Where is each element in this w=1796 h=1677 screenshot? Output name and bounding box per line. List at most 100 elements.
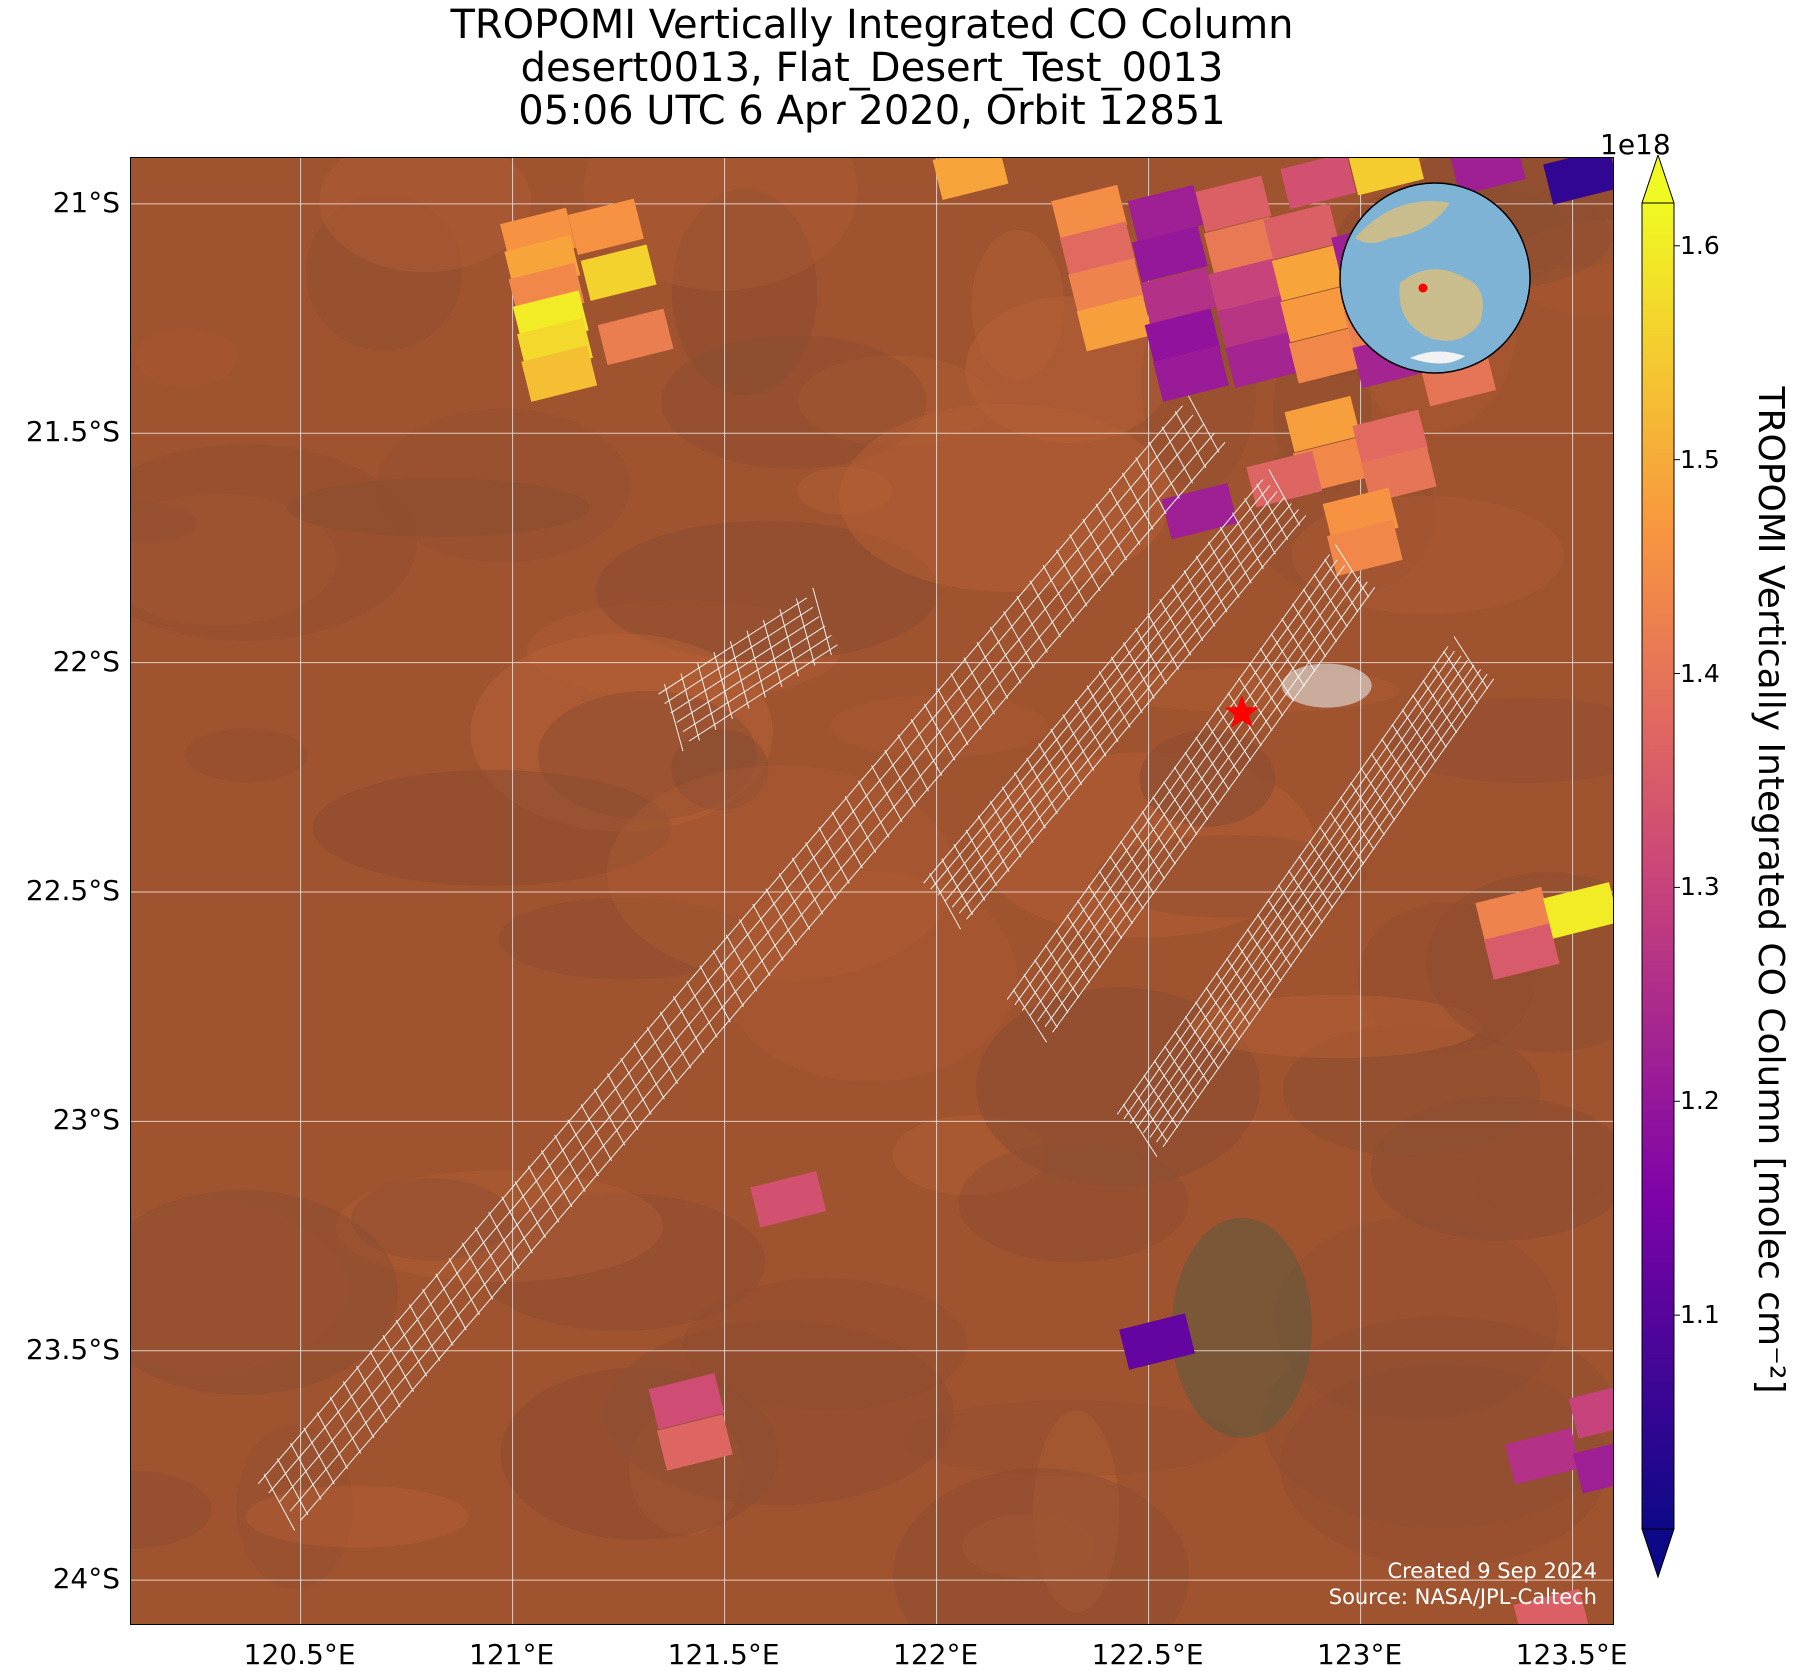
swath-line	[941, 858, 974, 915]
footprint-swath	[257, 395, 1226, 1531]
swath-line	[688, 644, 838, 742]
co-pixel	[567, 198, 644, 256]
swath-line	[965, 829, 998, 887]
co-pixel	[1140, 267, 1217, 324]
co-pixel	[1131, 226, 1208, 283]
swath-line	[567, 1119, 599, 1177]
swath-line	[1136, 660, 1468, 1129]
swath-line	[682, 635, 832, 733]
swath-line	[607, 1073, 639, 1131]
swath-line	[1012, 989, 1047, 1043]
terrain-patch	[312, 769, 672, 886]
co-pixel	[1263, 203, 1340, 260]
swath-line	[268, 414, 1194, 1494]
swath-line	[541, 1150, 573, 1208]
terrain-patch	[1507, 220, 1613, 317]
terrain-patch	[286, 478, 591, 537]
swath-line	[1183, 570, 1216, 627]
swath-line	[676, 625, 826, 723]
co-pixel	[657, 1414, 733, 1471]
terrain-patch	[671, 188, 818, 396]
swath-line	[1422, 680, 1458, 733]
co-pixel	[1348, 158, 1424, 196]
lat-tick-label: 22°S	[52, 644, 120, 678]
swath-line	[831, 811, 863, 869]
swath-line	[1171, 584, 1204, 642]
swath-line	[1163, 781, 1198, 835]
swath-line	[977, 815, 1010, 872]
terrain-patch	[900, 1400, 1239, 1477]
co-pixels	[500, 158, 1613, 1624]
swath-line	[276, 1458, 309, 1516]
co-pixel	[648, 1372, 725, 1430]
co-pixel	[1513, 1588, 1590, 1624]
swath-line	[1148, 441, 1180, 499]
swath-line	[1135, 457, 1167, 515]
swath-line	[1249, 662, 1284, 717]
swath-line	[1120, 840, 1155, 895]
swath-line	[1292, 603, 1327, 657]
swath-line	[976, 642, 1009, 699]
lake-basin	[1171, 1217, 1312, 1438]
swath-line	[1259, 648, 1294, 702]
footprint-swath	[658, 587, 838, 752]
swath-line	[923, 479, 1264, 884]
swath-line	[257, 405, 1183, 1485]
swath-line	[697, 662, 717, 730]
swath-line	[369, 1350, 401, 1408]
colorbar-extend-min	[1641, 1528, 1675, 1579]
swath-line	[1195, 555, 1228, 613]
swath-line	[795, 598, 816, 666]
swath-line	[1098, 671, 1131, 728]
terrain-patch	[721, 871, 1018, 1082]
terrain-patch	[131, 1470, 212, 1549]
credit-text: Created 9 Sep 2024 Source: NASA/JPL-Calt…	[1329, 1558, 1597, 1610]
swath-line	[1052, 587, 1376, 1033]
terrain-patch	[958, 1142, 1189, 1263]
gridlines	[131, 158, 1613, 1624]
swath-line	[670, 616, 820, 714]
swath-line	[1069, 534, 1101, 592]
terrain-patch	[131, 1190, 398, 1395]
terrain-patch	[1190, 994, 1482, 1058]
lon-tick-label: 121°E	[469, 1638, 555, 1671]
colorbar-tick-label: 1.2	[1680, 1086, 1720, 1116]
swath-line	[1236, 943, 1272, 997]
swath-line	[1184, 751, 1219, 806]
swath-line	[303, 1427, 335, 1485]
swath-line	[289, 432, 1215, 1512]
swath-line	[1014, 772, 1046, 829]
swath-line	[1088, 885, 1123, 939]
swath-line	[1238, 677, 1273, 732]
terrain-patch	[1472, 1154, 1602, 1216]
swath-line	[664, 606, 814, 704]
inset-globe	[1339, 182, 1531, 374]
co-pixel	[521, 345, 598, 402]
terrain-background	[131, 158, 1613, 1624]
swath-line	[1329, 811, 1365, 865]
swath-line	[1147, 613, 1179, 670]
terrain-patch	[134, 327, 238, 388]
swath-line	[1159, 599, 1192, 656]
terrain-patch	[971, 229, 1065, 381]
swath-line	[501, 1196, 533, 1254]
swath-line	[1173, 766, 1209, 821]
map-panel[interactable]: Created 9 Sep 2024 Source: NASA/JPL-Calt…	[130, 157, 1614, 1625]
terrain-patch	[962, 1514, 1096, 1579]
swath-line	[1360, 767, 1396, 821]
swath-line	[1268, 469, 1301, 526]
swath-line	[527, 1165, 560, 1223]
terrain-patch	[976, 752, 1316, 938]
globe-marker-icon	[1418, 283, 1428, 293]
globe-asia	[1355, 201, 1450, 243]
swath-line	[1021, 565, 1345, 1011]
swath-line	[1205, 987, 1241, 1040]
swath-line	[1110, 656, 1143, 714]
terrain-patch	[1279, 1363, 1608, 1568]
lat-tick-label: 21°S	[52, 185, 120, 219]
swath-line	[1288, 870, 1323, 923]
swath-line	[646, 1027, 678, 1084]
colorbar-label: TROPOMI Vertically Integrated CO Column …	[1750, 386, 1791, 1394]
swath-line	[712, 950, 745, 1007]
terrain-patch	[1386, 697, 1613, 783]
